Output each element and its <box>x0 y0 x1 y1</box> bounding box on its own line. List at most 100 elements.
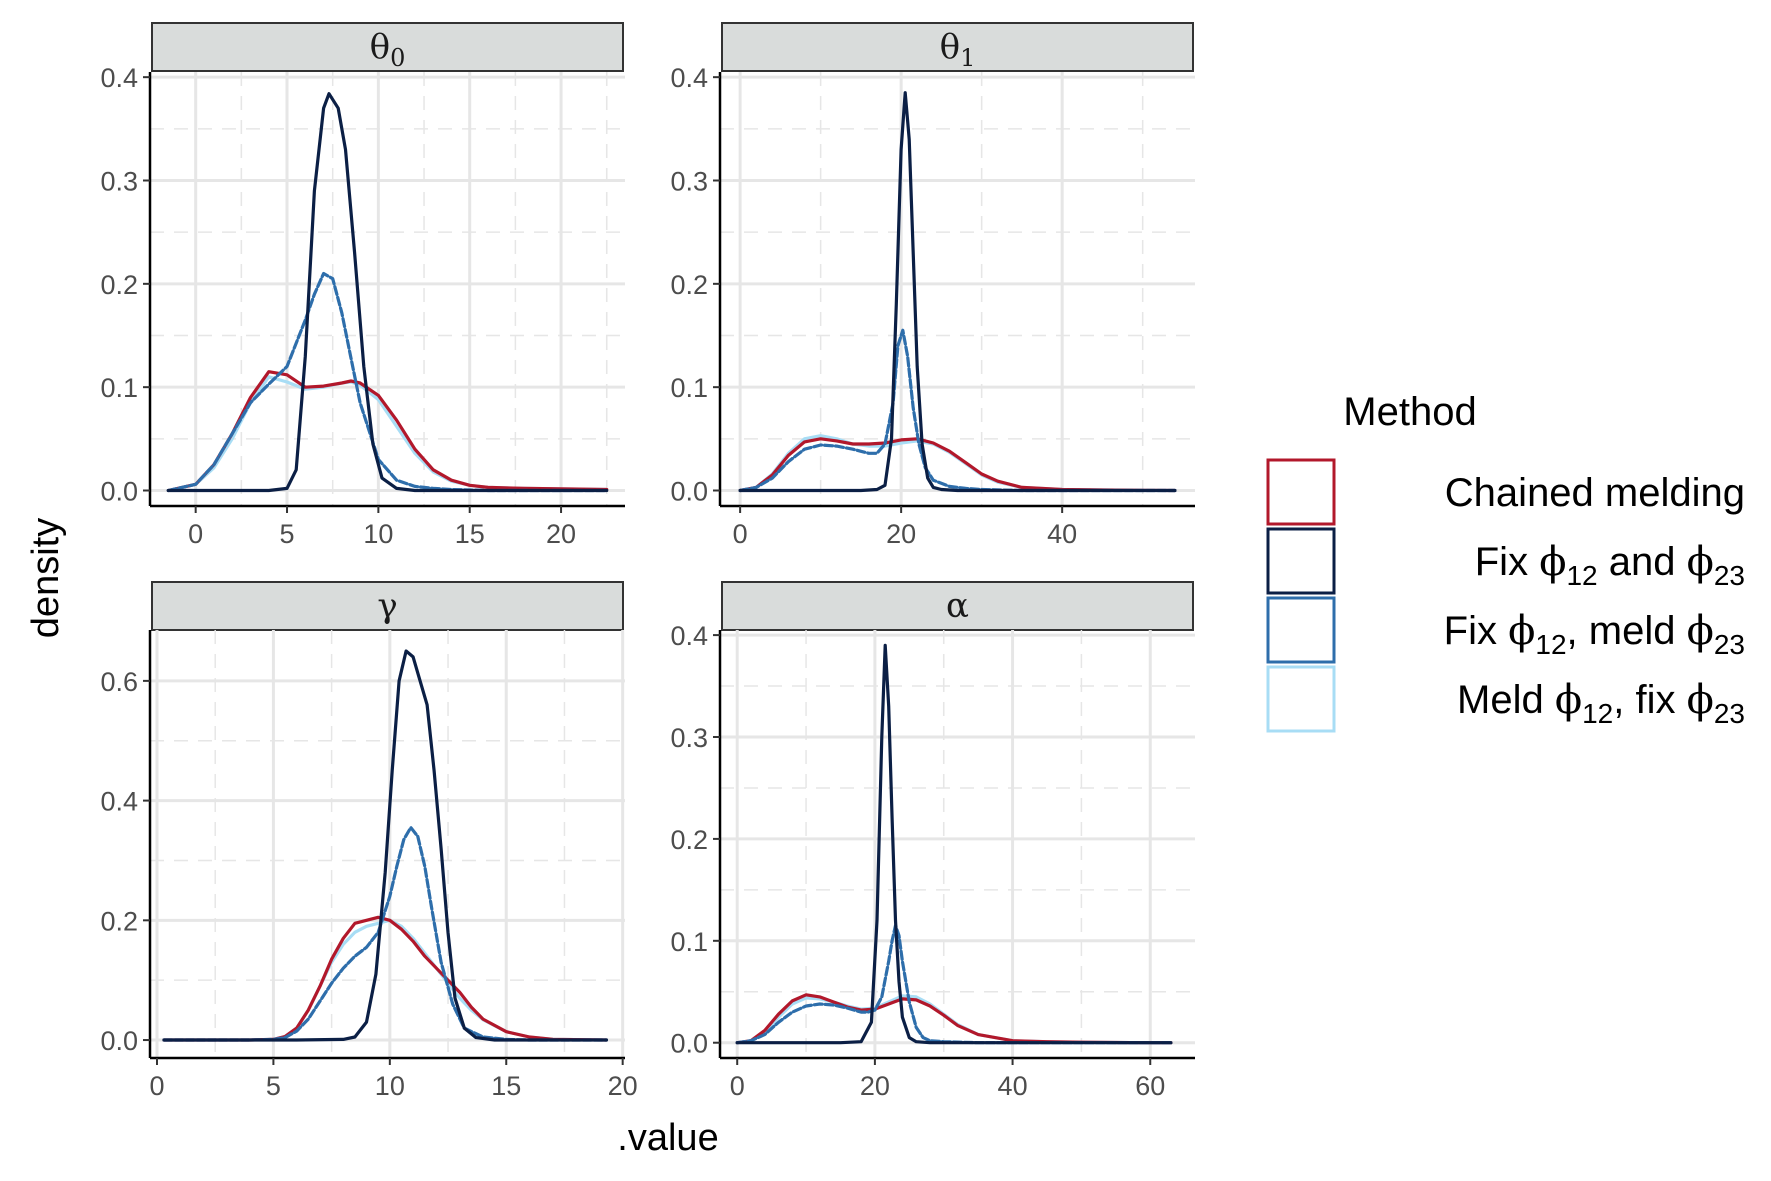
x-tick-label: 10 <box>363 519 393 549</box>
legend-label-part: ϕ <box>1687 677 1714 723</box>
legend-label-part: 12 <box>1582 698 1613 729</box>
x-axis-title: .value <box>617 1117 718 1159</box>
strip-subscript: 1 <box>960 44 975 72</box>
grid <box>720 72 1195 506</box>
y-tick-label: 0.3 <box>100 167 138 197</box>
y-tick-label: 0.0 <box>670 477 708 507</box>
legend-label-part: Meld <box>1457 678 1555 722</box>
strip-label: θ1 <box>940 27 976 72</box>
y-tick-label: 0.4 <box>100 63 138 93</box>
legend-label-part: Fix <box>1475 540 1539 584</box>
series-lines <box>735 643 1173 1045</box>
y-tick-label: 0.3 <box>670 723 708 753</box>
legend-item-fixfix: Fix ϕ12 and ϕ23 <box>1266 527 1745 595</box>
x-tick-label: 15 <box>455 519 485 549</box>
legend-key <box>1266 596 1336 664</box>
strip-label: θ0 <box>370 27 406 72</box>
x-tick-label: 10 <box>375 1071 405 1101</box>
legend-item-chained: Chained melding <box>1266 458 1745 526</box>
x-tick-label: 0 <box>730 1071 745 1101</box>
y-tick-label: 0.2 <box>670 825 708 855</box>
legend-key <box>1266 665 1336 733</box>
y-tick-label: 0.4 <box>670 621 708 651</box>
density-line-meldfix <box>735 994 1173 1045</box>
legend-item-fixmeld: Fix ϕ12, meld ϕ23 <box>1266 596 1745 664</box>
x-tick-label: 0 <box>149 1071 164 1101</box>
x-tick-label: 60 <box>1135 1071 1165 1101</box>
y-tick-label: 0.0 <box>100 1026 138 1056</box>
density-line-fixfix <box>166 92 609 493</box>
y-tick-label: 0.6 <box>100 667 138 697</box>
grid <box>150 72 625 506</box>
strip-subscript: 0 <box>390 44 405 72</box>
legend-label-part: 23 <box>1714 698 1745 729</box>
x-tick-label: 20 <box>886 519 916 549</box>
legend-label-part: ϕ <box>1508 608 1535 654</box>
y-tick-label: 0.1 <box>670 927 708 957</box>
legend-label-part: ϕ <box>1687 539 1714 585</box>
series-lines <box>166 92 609 493</box>
density-line-fixfix <box>735 643 1173 1045</box>
series-lines <box>162 649 608 1042</box>
series-lines <box>738 91 1177 493</box>
strip-symbol: γ <box>377 586 397 626</box>
x-tick-label: 20 <box>860 1071 890 1101</box>
density-line-fixmeld <box>166 271 609 493</box>
y-tick-label: 0.3 <box>670 167 708 197</box>
x-tick-label: 5 <box>280 519 295 549</box>
panel-1: θ00 5 10 15 200.00.10.20.30.4 <box>100 22 625 549</box>
density-line-chained <box>735 993 1173 1045</box>
density-line-meldfix <box>738 434 1177 493</box>
strip-symbol: θ <box>940 27 960 67</box>
density-line-fixfix <box>738 91 1177 493</box>
x-tick-label: 40 <box>998 1071 1028 1101</box>
legend-label-part: 23 <box>1714 560 1745 591</box>
panel-strip: θ1 <box>721 22 1194 72</box>
density-line-chained <box>738 437 1177 493</box>
y-tick-label: 0.1 <box>670 373 708 403</box>
legend-label-part: ϕ <box>1555 677 1582 723</box>
legend-label-part: Chained melding <box>1445 471 1745 515</box>
legend-label: Fix ϕ12, meld ϕ23 <box>1444 608 1745 660</box>
panel-strip: γ <box>151 581 624 631</box>
x-tick-label: 15 <box>491 1071 521 1101</box>
strip-background <box>721 22 1194 72</box>
density-line-fixmeld <box>735 923 1173 1045</box>
strip-label: γ <box>377 586 397 626</box>
legend-label-part: ϕ <box>1687 608 1714 654</box>
y-tick-label: 0.2 <box>670 270 708 300</box>
strip-background <box>151 22 624 72</box>
strip-symbol: α <box>946 586 969 626</box>
y-tick-label: 0.4 <box>100 787 138 817</box>
legend-label-part: 12 <box>1566 560 1597 591</box>
panel-3: γ 0 5 10 15 20 0.0 0.2 0.4 0.6 <box>100 581 638 1101</box>
panel-strip: θ0 <box>151 22 624 72</box>
x-tick-label: 0 <box>188 519 203 549</box>
legend-label-part: and <box>1598 540 1687 584</box>
x-tick-label: 40 <box>1047 519 1077 549</box>
legend-label-part: ϕ <box>1539 539 1566 585</box>
legend-label-part: 23 <box>1714 629 1745 660</box>
x-tick-label: 5 <box>266 1071 281 1101</box>
y-tick-label: 0.0 <box>100 477 138 507</box>
legend-label-part: Fix <box>1444 609 1508 653</box>
strip-symbol: θ <box>370 27 390 67</box>
grid <box>720 630 1195 1058</box>
y-tick-label: 0.4 <box>670 63 708 93</box>
strip-background <box>151 581 624 631</box>
legend-label: Meld ϕ12, fix ϕ23 <box>1457 677 1745 729</box>
legend-label-part: , fix <box>1613 678 1686 722</box>
legend-label-part: 12 <box>1535 629 1566 660</box>
y-tick-label: 0.1 <box>100 373 138 403</box>
legend-item-meldfix: Meld ϕ12, fix ϕ23 <box>1266 665 1745 733</box>
density-line-fixmeld <box>738 328 1177 493</box>
x-tick-label: 0 <box>733 519 748 549</box>
panel-strip: α <box>721 581 1194 631</box>
x-tick-label: 20 <box>546 519 576 549</box>
density-line-fixfix <box>162 649 608 1042</box>
y-tick-label: 0.2 <box>100 270 138 300</box>
